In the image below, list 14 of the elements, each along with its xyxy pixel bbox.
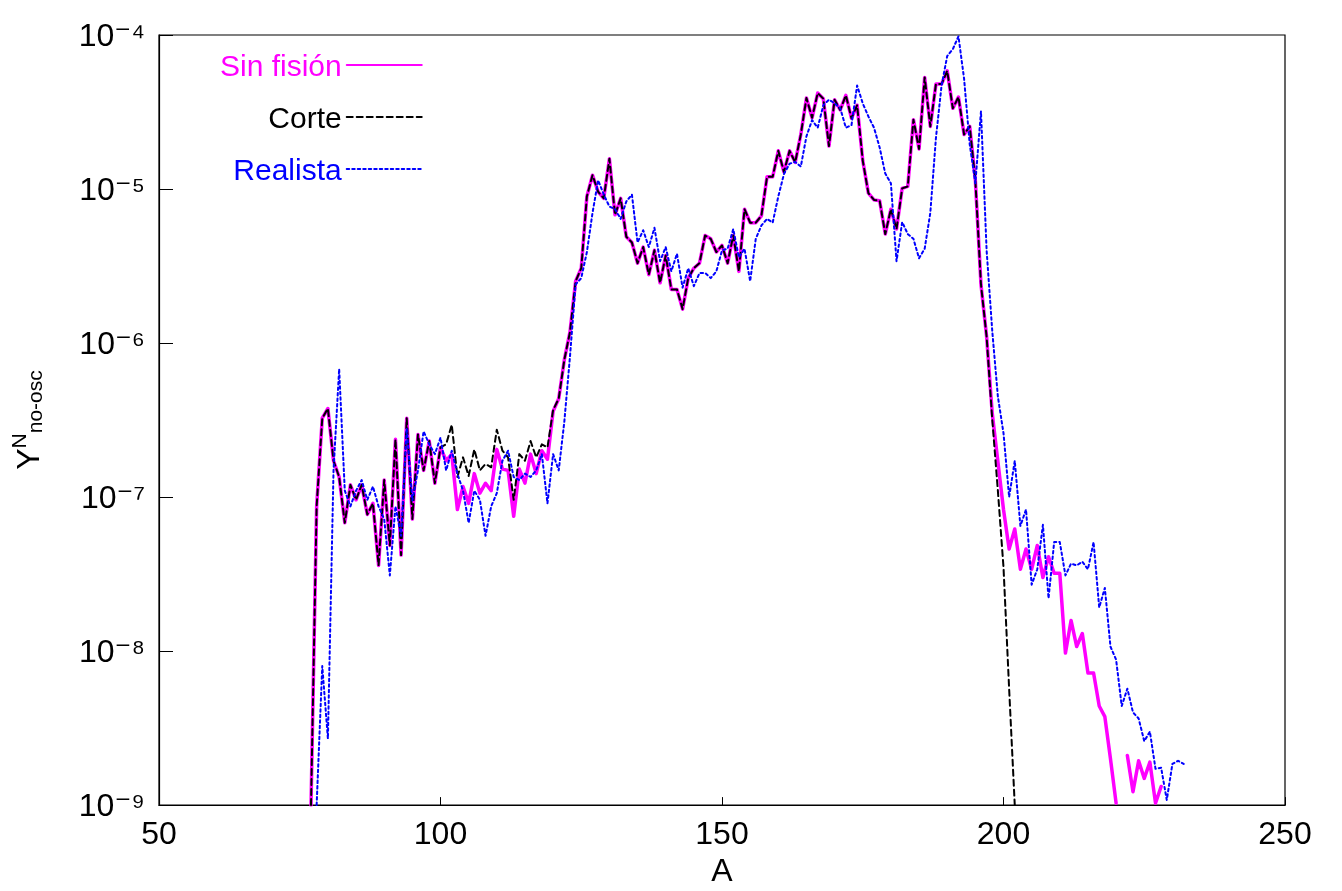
x-tick-label: 200 — [976, 815, 1031, 852]
y-tick-label: 10⁻⁵ — [79, 171, 145, 208]
x-tick-label: 100 — [413, 815, 468, 852]
x-tick-label: 150 — [695, 815, 749, 852]
legend-label: Corte — [268, 100, 342, 134]
y-tick-label: 10⁻⁴ — [78, 17, 145, 53]
y-tick-label: 10⁻⁷ — [80, 479, 145, 516]
legend-label: Sin fisión — [219, 48, 342, 82]
y-tick-label: 10⁻⁸ — [79, 633, 145, 670]
x-axis-title: A — [711, 852, 734, 888]
legend-label: Realista — [233, 152, 343, 186]
y-tick-label: 10⁻⁶ — [79, 325, 145, 362]
x-tick-label: 250 — [1258, 815, 1312, 852]
y-axis-title: YNno-osc — [7, 370, 46, 470]
